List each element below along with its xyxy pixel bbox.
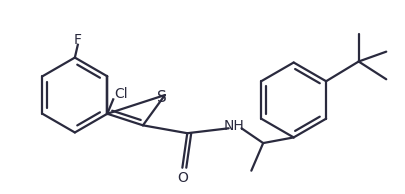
Text: S: S bbox=[157, 90, 166, 106]
Text: O: O bbox=[177, 171, 188, 184]
Text: Cl: Cl bbox=[114, 87, 128, 101]
Text: F: F bbox=[74, 33, 82, 47]
Text: NH: NH bbox=[223, 119, 243, 133]
